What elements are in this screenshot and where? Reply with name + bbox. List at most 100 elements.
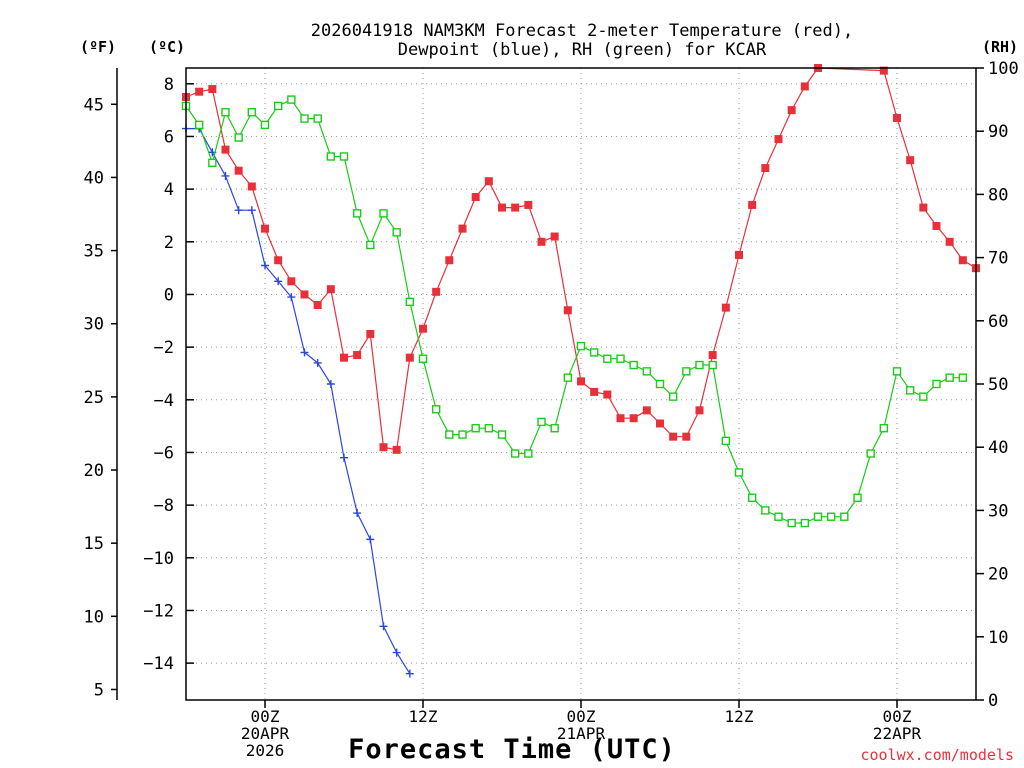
dewpoint-point: [353, 509, 362, 518]
temperature-point: [616, 414, 625, 423]
rh-point: [194, 120, 204, 130]
rh-point: [840, 512, 849, 521]
temperature-point: [498, 203, 506, 212]
temperature-point: [629, 414, 638, 423]
fahrenheit-unit-label: (ºF): [80, 38, 116, 56]
dewpoint-point: [392, 648, 401, 657]
time-tick-label: 12Z: [725, 707, 754, 726]
rh-point: [629, 360, 638, 370]
rh-point: [418, 354, 428, 363]
fahrenheit-tick-label: 35: [84, 242, 104, 262]
rh-point: [208, 158, 217, 168]
dewpoint-point: [221, 171, 230, 180]
chart-title-line-2: Dewpoint (blue), RH (green) for KCAR: [398, 40, 767, 60]
chart-title: 2026041918 NAM3KM Forecast 2-meter Tempe…: [311, 21, 853, 60]
series-dewpoint: [182, 124, 414, 678]
rh-point: [352, 209, 362, 218]
celsius-tick-label: 8: [164, 75, 174, 95]
rh-point: [668, 392, 678, 401]
time-tick-label: 20APR: [241, 724, 290, 743]
rh-point: [366, 240, 375, 250]
dewpoint-point: [274, 277, 283, 286]
rh-point: [300, 114, 309, 123]
temperature-point: [511, 203, 520, 212]
rh-point: [550, 424, 559, 433]
rh-unit-label: (RH): [982, 38, 1018, 56]
series-line: [186, 128, 411, 675]
series-line: [185, 98, 963, 524]
chart-title-line-1: 2026041918 NAM3KM Forecast 2-meter Tempe…: [311, 21, 853, 41]
time-tick-label: 22APR: [873, 724, 922, 743]
temperature-point: [405, 353, 414, 362]
rh-point: [458, 430, 467, 439]
gridlines: [186, 68, 976, 700]
rh-point: [747, 493, 757, 502]
celsius-tick-label: −12: [143, 601, 174, 621]
temperature-point: [669, 432, 678, 441]
rh-point: [813, 512, 823, 521]
rh-point: [247, 108, 257, 117]
time-tick-label: 00Z: [567, 707, 596, 726]
rh-point: [379, 209, 388, 218]
temperature-point: [484, 177, 493, 186]
rh-point: [431, 405, 441, 414]
fahrenheit-tick-label: 45: [84, 95, 104, 115]
temperature-point: [721, 303, 730, 312]
temperature-point: [353, 351, 362, 360]
dewpoint-point: [247, 206, 256, 215]
dewpoint-point: [234, 206, 243, 215]
rh-point: [642, 367, 652, 376]
rh-tick-label: 20: [988, 565, 1008, 585]
rh-point: [932, 379, 941, 389]
rh-point: [787, 518, 796, 528]
rh-point: [339, 152, 349, 161]
celsius-tick-label: 0: [164, 285, 174, 305]
rh-point: [603, 354, 612, 363]
fahrenheit-tick-label: 20: [84, 461, 104, 481]
temperature-point: [247, 182, 256, 191]
dewpoint-point: [405, 669, 414, 678]
rh-point: [866, 449, 875, 458]
temperature-point: [261, 224, 269, 233]
temperature-point: [326, 285, 335, 294]
series-relative-humidity: [181, 95, 968, 528]
celsius-tick-label: −4: [154, 391, 174, 411]
dewpoint-point: [366, 535, 375, 544]
temperature-point: [800, 82, 809, 91]
rh-point: [287, 95, 296, 104]
fahrenheit-tick-label: 15: [84, 534, 104, 554]
temperature-point: [221, 145, 230, 154]
rh-tick-label: 30: [988, 501, 1008, 521]
rh-point: [234, 133, 243, 142]
temperature-point: [682, 432, 691, 441]
dewpoint-point: [261, 261, 269, 270]
time-tick-label: 2026: [246, 741, 285, 760]
rh-tick-label: 100: [988, 59, 1019, 79]
rh-point: [695, 360, 704, 370]
rh-tick-label: 40: [988, 438, 1008, 458]
rh-point: [497, 430, 507, 439]
rh-tick-label: 0: [988, 691, 998, 711]
rh-point: [405, 297, 415, 307]
fahrenheit-tick-label: 5: [94, 680, 104, 700]
temperature-point: [761, 164, 770, 173]
temperature-point: [603, 390, 612, 399]
temperature-point: [695, 406, 704, 415]
rh-point: [260, 120, 270, 130]
temperature-point: [195, 87, 204, 96]
rh-point: [576, 341, 586, 351]
rh-point: [905, 386, 915, 395]
temperature-point: [287, 277, 296, 286]
rh-tick-label: 70: [988, 249, 1008, 269]
temperature-point: [735, 250, 743, 259]
rh-point: [853, 493, 862, 502]
temperature-point: [392, 445, 401, 454]
temperature-point: [958, 256, 967, 265]
dewpoint-point: [379, 622, 388, 631]
rh-point: [655, 379, 665, 389]
temperature-point: [879, 66, 888, 75]
rh-point: [826, 512, 836, 521]
rh-tick-label: 10: [988, 628, 1008, 648]
rh-point: [919, 392, 928, 401]
